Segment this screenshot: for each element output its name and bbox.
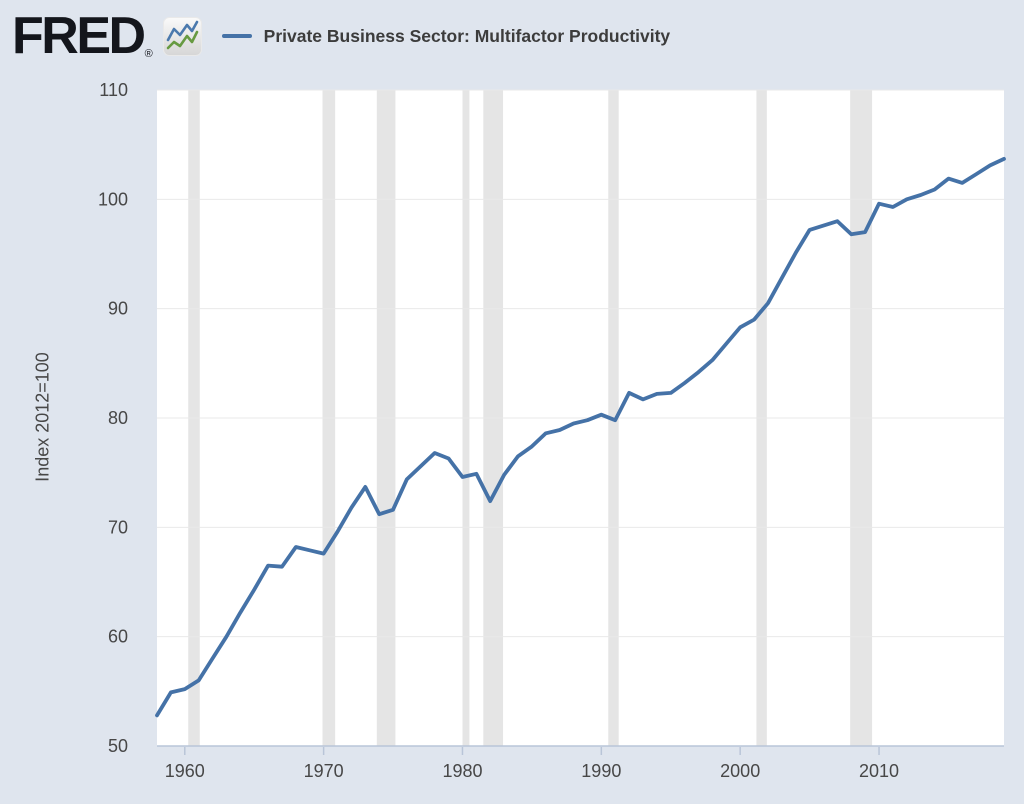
fred-line-chart-icon	[162, 16, 202, 56]
y-tick-label: 80	[108, 408, 128, 428]
x-tick-label: 1960	[165, 761, 205, 781]
legend: Private Business Sector: Multifactor Pro…	[221, 25, 671, 47]
x-tick-label: 1970	[304, 761, 344, 781]
registered-trademark: ®	[144, 48, 153, 60]
x-tick-label: 1980	[442, 761, 482, 781]
x-tick-label: 1990	[581, 761, 621, 781]
y-tick-label: 110	[99, 80, 128, 100]
y-tick-label: 50	[108, 736, 128, 756]
series-line-multifactor-productivity	[155, 156, 1006, 718]
legend-label: Private Business Sector: Multifactor Pro…	[263, 25, 671, 46]
legend-line-swatch	[221, 34, 252, 38]
y-tick-label: 60	[108, 627, 128, 647]
y-tick-label: 70	[108, 517, 128, 537]
header: FRED ® Private Business Sector: Multifac…	[0, 0, 1024, 72]
y-tick-label: 90	[108, 299, 128, 319]
y-tick-label: 100	[98, 189, 128, 209]
x-tick-label: 2010	[859, 761, 899, 781]
fred-logo: FRED ®	[12, 10, 153, 62]
x-tick-label: 2000	[720, 761, 760, 781]
fred-logo-text: FRED	[12, 7, 146, 65]
y-axis-title: Index 2012=100	[32, 352, 53, 482]
